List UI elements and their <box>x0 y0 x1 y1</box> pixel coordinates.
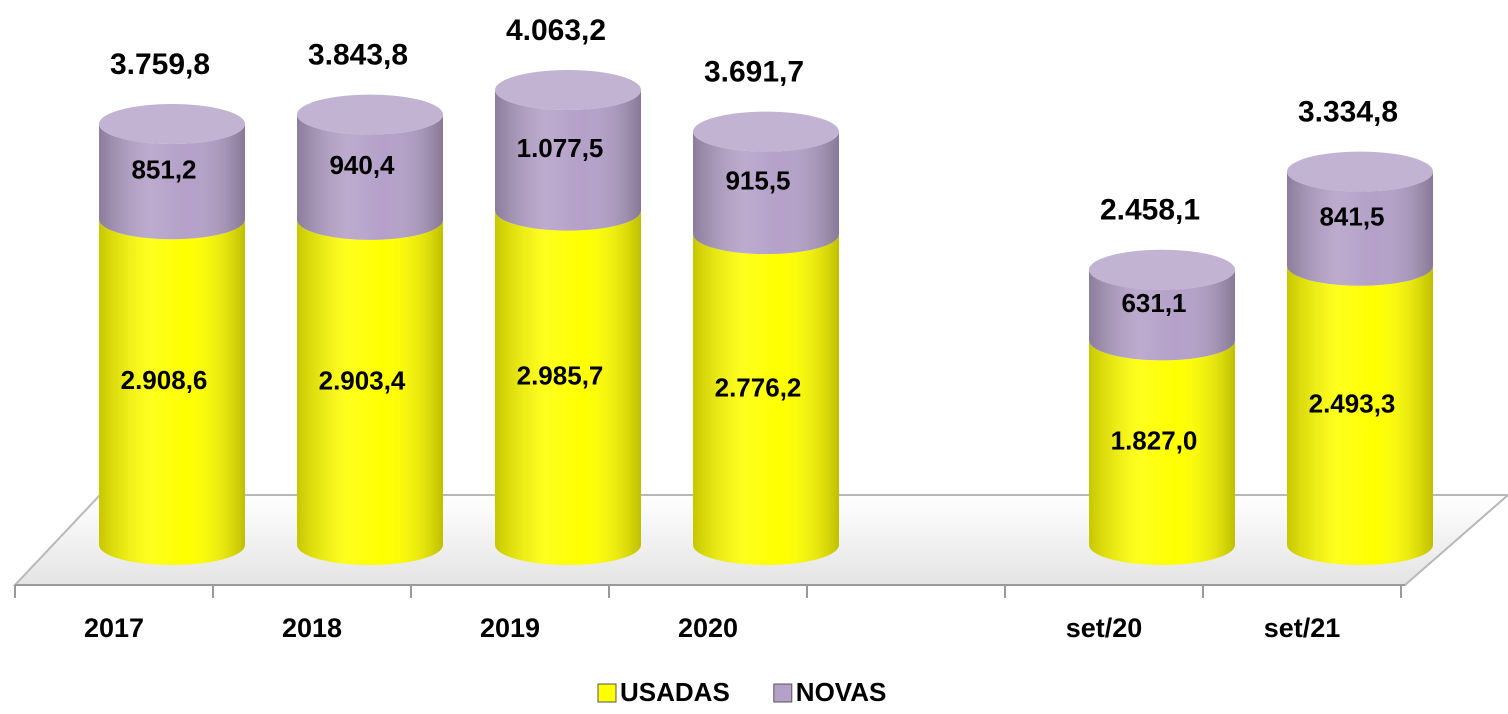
legend-label: NOVAS <box>796 677 887 707</box>
total-label: 3.334,8 <box>1298 95 1398 128</box>
total-label: 3.843,8 <box>308 38 408 71</box>
cylinder-top <box>1089 249 1235 290</box>
value-label: 1.077,5 <box>517 133 604 163</box>
cylinder-top <box>99 103 245 144</box>
cylinder-top-highlight <box>1287 151 1433 192</box>
cylinder-shade <box>1287 265 1433 565</box>
total-label: 3.691,7 <box>704 56 804 89</box>
cylinder-shade <box>495 210 641 565</box>
x-tick-label: 2019 <box>480 613 540 643</box>
total-label: 4.063,2 <box>506 14 606 47</box>
cylinder-shade <box>99 123 245 240</box>
cylinder-top-highlight <box>1089 249 1235 290</box>
value-label: 915,5 <box>725 166 790 196</box>
x-tick-label: set/20 <box>1066 613 1143 643</box>
value-label: 841,5 <box>1319 202 1384 232</box>
cylinder-shade <box>297 219 443 565</box>
value-label: 940,4 <box>329 150 395 180</box>
cylinder-top <box>495 70 641 110</box>
x-tick-label: 2018 <box>282 613 342 643</box>
cylinder-shade <box>1287 171 1433 286</box>
cylinder-shade <box>1089 269 1235 361</box>
cylinder-shade <box>693 234 839 565</box>
value-label: 2.903,4 <box>319 365 406 395</box>
value-label: 851,2 <box>131 155 196 185</box>
cylinder-shade <box>693 131 839 255</box>
cylinder-top-highlight <box>297 94 443 135</box>
cylinder-shade <box>297 114 443 240</box>
legend-swatch <box>597 683 617 703</box>
x-tick-label: 2017 <box>84 613 144 643</box>
value-label: 2.493,3 <box>1309 388 1396 418</box>
value-label: 2.776,2 <box>715 372 802 402</box>
x-tick-label: set/21 <box>1264 613 1341 643</box>
legend-label: USADAS <box>620 677 730 707</box>
total-label: 3.759,8 <box>110 48 210 81</box>
cylinder-top-highlight <box>495 70 641 110</box>
cylinder-top-highlight <box>99 103 245 144</box>
value-label: 2.985,7 <box>517 361 604 391</box>
total-label: 2.458,1 <box>1100 194 1200 227</box>
cylinder-shade <box>1089 340 1235 565</box>
value-label: 631,1 <box>1121 288 1186 318</box>
cylinder-shade <box>99 219 245 566</box>
cylinder-top <box>1287 151 1433 192</box>
value-label: 2.908,6 <box>121 365 208 395</box>
legend-swatch <box>773 683 793 703</box>
x-tick-label: 2020 <box>678 613 738 643</box>
cylinder-top <box>297 94 443 135</box>
cylinder-shade <box>495 90 641 231</box>
cylinder-top <box>693 111 839 152</box>
value-label: 1.827,0 <box>1111 426 1198 456</box>
cylinder-top-highlight <box>693 111 839 152</box>
